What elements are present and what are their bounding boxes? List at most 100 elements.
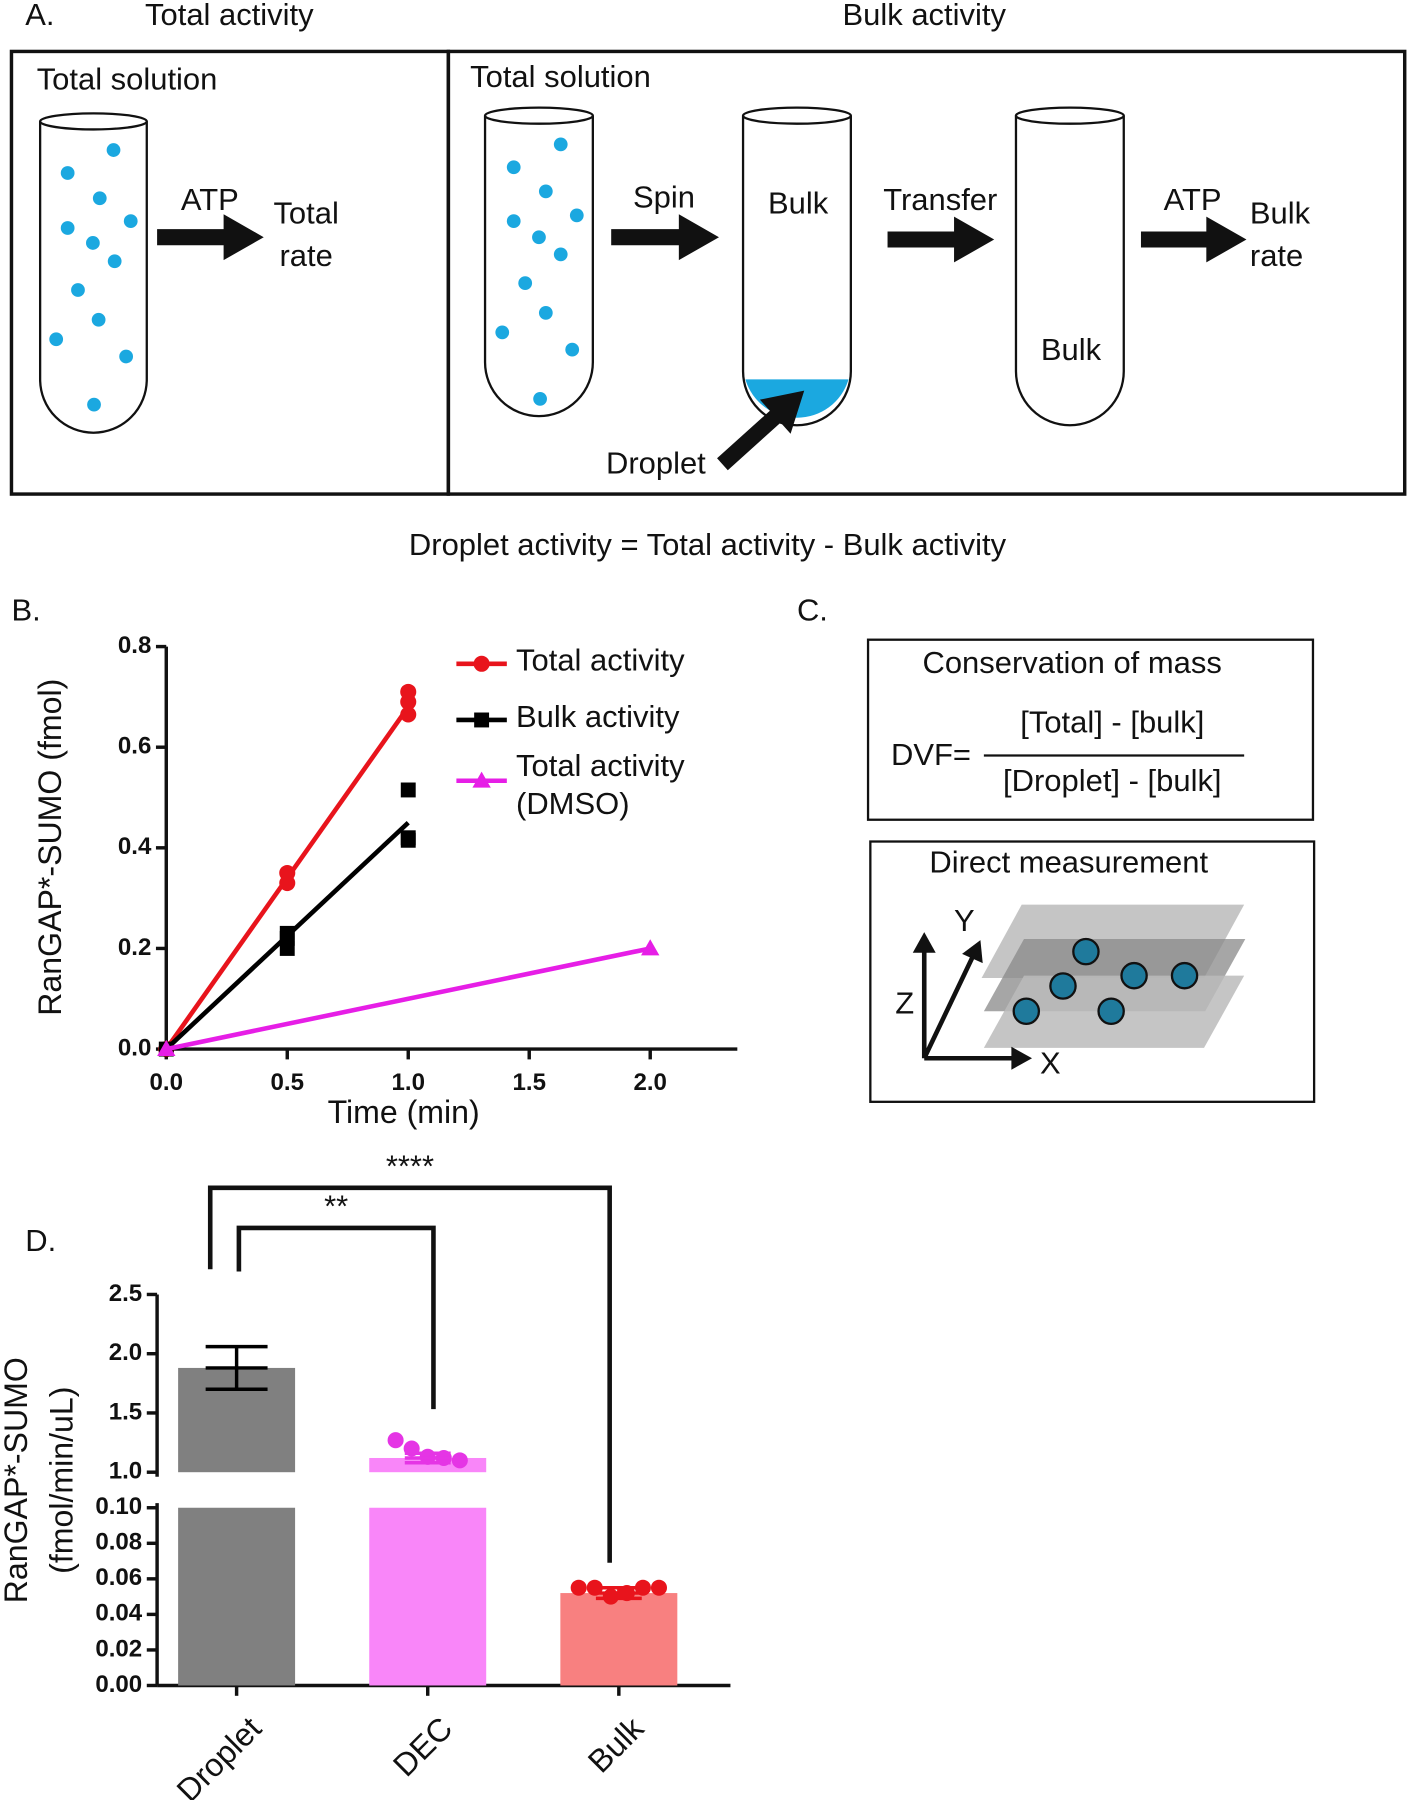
xyz-axes xyxy=(912,932,1033,1070)
panel-label: D. xyxy=(25,1223,56,1258)
marker xyxy=(400,782,416,798)
marker xyxy=(279,930,295,946)
legend-label: Total activity (DMSO) xyxy=(516,748,685,821)
marker xyxy=(474,712,490,728)
arrow xyxy=(1140,216,1247,263)
bar xyxy=(369,1507,487,1686)
equation: Droplet activity = Total activity - Bulk… xyxy=(409,527,1007,562)
x-tick-label: Droplet xyxy=(170,1710,269,1800)
data-point xyxy=(387,1432,404,1449)
y-tick-label: 2.5 xyxy=(109,1280,142,1307)
planes xyxy=(981,904,1246,1048)
label: Spin xyxy=(633,180,695,215)
box-title: Conservation of mass xyxy=(922,645,1221,680)
y-tick-label: 1.5 xyxy=(109,1398,142,1425)
tube-rim xyxy=(741,106,852,125)
data-point xyxy=(650,1579,667,1596)
y-tick-label: 0.8 xyxy=(118,632,151,659)
marker xyxy=(473,655,490,672)
marker xyxy=(400,693,417,710)
legend-label: Total activity xyxy=(516,643,685,678)
y-tick-label: 0.08 xyxy=(95,1529,142,1556)
box-title: Direct measurement xyxy=(929,845,1208,880)
bar xyxy=(178,1507,296,1686)
tube xyxy=(38,121,148,434)
y-tick-label: 0.4 xyxy=(118,833,152,860)
tube-rim xyxy=(483,106,594,125)
tube xyxy=(741,115,852,427)
x-tick-label: 1.0 xyxy=(392,1069,425,1096)
significance-label: **** xyxy=(386,1148,434,1183)
panel-label: C. xyxy=(797,592,828,627)
x-tick-label: 0.5 xyxy=(271,1069,304,1096)
marker xyxy=(400,706,417,723)
box xyxy=(866,638,1315,821)
tube xyxy=(1014,115,1125,427)
y-tick-label: 0.6 xyxy=(118,733,151,760)
significance-bracket xyxy=(236,1225,436,1410)
label: Transfer xyxy=(883,182,997,217)
numerator: [Total] - [bulk] xyxy=(1020,705,1204,740)
label: Bulk rate xyxy=(1249,195,1311,273)
y-tick-label: 0.0 xyxy=(118,1034,151,1061)
axis-letter: X xyxy=(1040,1045,1061,1080)
x-tick-label: 0.0 xyxy=(150,1069,183,1096)
significance-label: ** xyxy=(324,1189,348,1224)
legend-box: Bulk activity xyxy=(516,699,680,734)
arrow xyxy=(157,214,264,261)
x-tick-label: 1.5 xyxy=(512,1069,545,1096)
y-tick-label: 0.2 xyxy=(118,934,151,961)
data-point xyxy=(451,1452,468,1469)
section-title: Total activity xyxy=(145,0,314,32)
label: Total solution xyxy=(37,61,218,96)
tube-rim xyxy=(38,112,148,131)
tube-rim xyxy=(1014,106,1125,125)
x-tick-label: 2.0 xyxy=(633,1069,666,1096)
label: Total rate xyxy=(273,195,339,273)
label: ATP xyxy=(1164,182,1222,217)
particles xyxy=(49,137,584,412)
formula-lhs: DVF= xyxy=(891,737,971,772)
particles xyxy=(1012,937,1199,1025)
data-point xyxy=(602,1588,619,1605)
y-axis-label: RanGAP*-SUMO (fmol) xyxy=(32,679,68,1016)
legend-box: Total activity (DMSO) xyxy=(516,748,685,821)
tube xyxy=(483,115,594,418)
y-axis-label: (fmol/min/uL) xyxy=(44,1387,80,1574)
label: Total solution xyxy=(470,59,651,94)
y-tick-label: 0.10 xyxy=(95,1493,142,1520)
y-axis-label: RanGAP*-SUMO xyxy=(0,1357,34,1603)
marker xyxy=(400,832,416,848)
denominator: [Droplet] - [bulk] xyxy=(1003,763,1221,798)
axis-letter: Y xyxy=(954,903,975,938)
label-box: Total rate xyxy=(273,195,339,273)
x-axis-label: Time (min) xyxy=(328,1094,480,1130)
y-tick-label: 0.04 xyxy=(95,1600,142,1627)
box xyxy=(446,49,1407,496)
section-title: Bulk activity xyxy=(843,0,1007,32)
legend-label: Bulk activity xyxy=(516,699,680,734)
y-tick-label: 0.02 xyxy=(95,1635,142,1662)
box xyxy=(869,840,1316,1103)
tubes xyxy=(38,106,1125,434)
label-box: Bulk rate xyxy=(1249,195,1311,273)
legend-box: Total activity xyxy=(516,643,685,678)
fit-line xyxy=(165,946,651,1052)
panel-label: B. xyxy=(11,592,40,627)
label: Bulk xyxy=(1041,332,1102,367)
arrow xyxy=(611,214,719,261)
label: Droplet xyxy=(606,446,706,481)
marker xyxy=(157,1039,176,1056)
y-tick-label: 0.06 xyxy=(95,1564,142,1591)
label: Bulk xyxy=(768,185,829,220)
bar xyxy=(560,1593,678,1686)
significance-bracket xyxy=(207,1185,612,1563)
arrow xyxy=(887,216,995,263)
arrows xyxy=(157,214,1247,471)
y-tick-label: 0.00 xyxy=(95,1671,142,1698)
x-tick-label: Bulk xyxy=(581,1709,651,1779)
box xyxy=(9,49,451,496)
arrow xyxy=(717,390,805,471)
data-point xyxy=(570,1579,587,1596)
